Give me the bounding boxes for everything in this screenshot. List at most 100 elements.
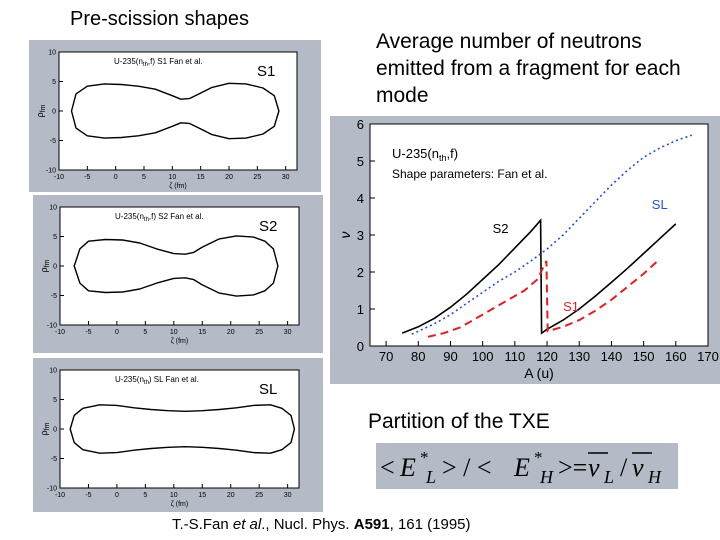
y-tick-label: 0 (357, 339, 364, 354)
shape-panel-s2: -10 -5 0 5 10 15 20 25 30 10 5 0 -5 -10 U-235(nth,f) S… (33, 195, 323, 353)
left-title: Pre-scission shapes (70, 8, 249, 30)
y-axis-label-sub: fm (44, 422, 51, 430)
series-label-s2: S2 (493, 221, 509, 236)
ref-etal: et al (232, 516, 262, 533)
plot-frame (59, 206, 300, 326)
x-tick-label: 25 (253, 174, 261, 181)
ref-mid: ., Nucl. Phys. (261, 516, 354, 533)
x-tick-label: 30 (282, 174, 290, 181)
x-tick-label: 170 (697, 349, 719, 364)
annotation-prefix: U-235(n (115, 375, 144, 384)
partition-title: Partition of the TXE (368, 410, 550, 433)
x-tick-label: -5 (85, 329, 91, 336)
x-tick-label: -10 (55, 492, 65, 499)
y-axis-label-main: ρ (39, 267, 49, 272)
shape-plot-s2: -10 -5 0 5 10 15 20 25 30 10 5 0 -5 -10 U-235(nth,f) S… (39, 205, 300, 345)
y-tick-label: 3 (357, 228, 364, 243)
x-tick-label: 70 (379, 349, 393, 364)
x-tick-label: 20 (227, 492, 235, 499)
annotation-suffix: ) SL Fan et al. (149, 375, 199, 384)
y-axis-label: ν (337, 232, 353, 239)
formula-lt: < (380, 453, 395, 482)
y-tick-label: 0 (53, 427, 57, 434)
x-tick-label: 5 (143, 329, 147, 336)
shape-panel-sl: -10 -5 0 5 10 15 20 25 30 10 5 0 -5 -10 U-235(nth) SL … (33, 358, 323, 512)
formula-sub-l: L (425, 467, 436, 487)
annotation-sub: th (143, 62, 148, 68)
y-tick-label: 2 (357, 265, 364, 280)
chart-subtitle: Shape parameters: Fan et al. (392, 167, 547, 181)
shape-annotation: U-235(nth,f) S2 Fan et al. (115, 212, 204, 223)
reference: T.-S.Fan et al., Nucl. Phys. A591, 161 (… (172, 516, 471, 533)
x-tick-label: 20 (227, 329, 235, 336)
ref-volume: A591 (353, 516, 390, 533)
x-tick-label: 20 (225, 174, 233, 181)
shape-panel-s1: -10 -5 0 5 10 15 20 25 30 10 5 0 -5 -10 U-235(nth,f) S… (29, 40, 321, 192)
x-axis-label: ζ (fm) (171, 501, 188, 508)
x-tick-label: 130 (568, 349, 590, 364)
x-tick-label: 5 (142, 174, 146, 181)
shape-mode-label: S1 (257, 63, 275, 80)
x-tick-label: 30 (284, 492, 292, 499)
formula-nu-sub-h: H (647, 467, 662, 487)
neutron-chart: 70 80 90 100 110 120 130 140 150 160 170 0 1 2 3 4 5 6 A (… (337, 117, 719, 381)
shape-outline (70, 82, 280, 140)
shape-mode-label: S2 (259, 218, 277, 235)
series-label-s1: S1 (563, 299, 579, 314)
right-title: Average number of neutrons emitted from … (376, 30, 681, 107)
y-tick-label: 10 (49, 368, 57, 375)
x-tick-label: 140 (601, 349, 623, 364)
y-tick-label: 5 (53, 234, 57, 241)
x-tick-label: 120 (536, 349, 558, 364)
y-tick-label: 0 (52, 109, 56, 116)
chart-title-sub: th (439, 153, 447, 163)
y-tick-label: 10 (49, 205, 57, 212)
formula-nu-sub-l: L (603, 467, 614, 487)
x-tick-label: 25 (255, 329, 263, 336)
y-tick-label: 10 (48, 50, 56, 57)
formula-star-h: * (534, 448, 543, 467)
x-tick-label: 30 (284, 329, 292, 336)
x-tick-label: -10 (54, 174, 64, 181)
series-label-sl: SL (652, 197, 668, 212)
x-tick-label: -10 (55, 329, 65, 336)
formula-box: < E * L > / < E * H >= ν L / ν H (376, 443, 678, 489)
formula-sub-h: H (539, 467, 554, 487)
annotation-suffix: ,f) S2 Fan et al. (149, 212, 204, 221)
formula-slash: / (620, 453, 628, 482)
x-tick-label: 15 (197, 174, 205, 181)
y-tick-label: 1 (357, 302, 364, 317)
x-tick-label: 160 (665, 349, 687, 364)
y-tick-label: -5 (51, 293, 57, 300)
chart-title: U-235(nth,f) (392, 146, 458, 163)
formula-nu-l: ν (588, 453, 600, 482)
x-tick-label: 100 (472, 349, 494, 364)
x-tick-label: 10 (170, 329, 178, 336)
x-axis-label: ζ (fm) (171, 338, 188, 345)
x-tick-label: 0 (115, 329, 119, 336)
series-line-s2 (401, 218, 677, 335)
formula-e-h: E (513, 453, 530, 482)
chart-title-prefix: U-235(n (392, 146, 439, 161)
neutron-chart-panel: 70 80 90 100 110 120 130 140 150 160 170 0 1 2 3 4 5 6 A (… (330, 116, 720, 384)
plot-frame (59, 369, 300, 489)
shape-annotation: U-235(nth,f) S1 Fan et al. (114, 57, 203, 68)
y-axis-label-main: ρ (39, 430, 49, 435)
x-tick-label: 110 (504, 349, 525, 364)
ref-rest: , 161 (1995) (389, 516, 471, 533)
shape-annotation: U-235(nth) SL Fan et al. (115, 375, 199, 386)
y-tick-label: 0 (53, 264, 57, 271)
x-tick-label: 15 (198, 492, 206, 499)
formula-mid: > / < (442, 453, 492, 482)
y-axis-label-sub: fm (44, 259, 51, 267)
y-tick-label: 5 (357, 154, 364, 169)
x-tick-label: 15 (198, 329, 206, 336)
shape-mode-label: SL (259, 381, 277, 398)
y-tick-label: 5 (53, 397, 57, 404)
annotation-sub: th (144, 380, 149, 386)
formula-star-l: * (420, 448, 429, 467)
shape-outline (69, 404, 296, 454)
formula-e-l: E (399, 453, 416, 482)
y-axis-label: ρfm (35, 104, 47, 117)
x-tick-label: 80 (411, 349, 425, 364)
